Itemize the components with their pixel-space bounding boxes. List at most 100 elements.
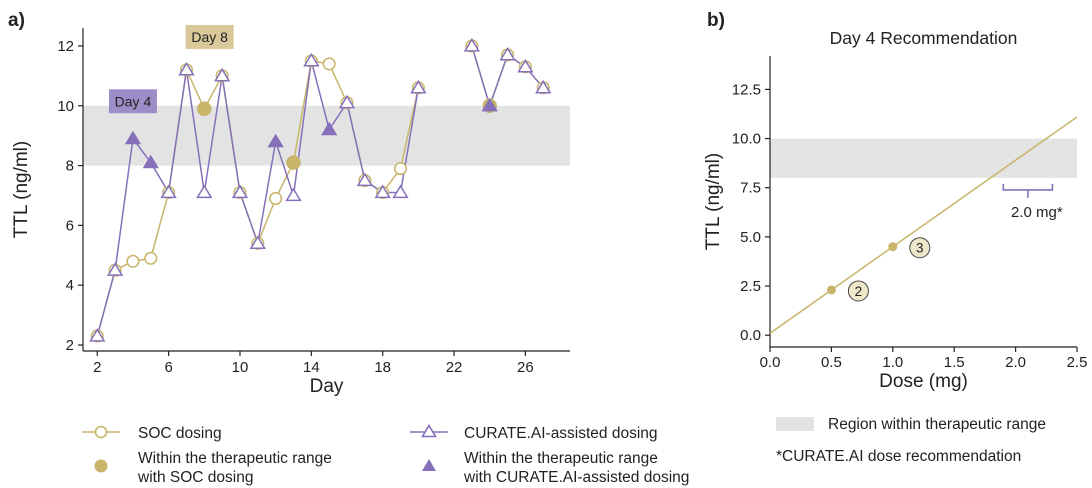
legend-region-label: Region within therapeutic range [828,416,1046,433]
panel-a-label: a) [8,10,25,31]
curate-point [499,46,516,61]
soc-point [286,155,301,170]
panel-b-point [826,285,836,295]
legend-region: Region within therapeutic range [776,416,1046,433]
legend-soc-filled-label-1: Within the therapeutic range [138,450,332,467]
panel-b-chart: Day 4 Recommendation 0.0 2.5 5.0 7.5 10.0 12.… [703,28,1087,392]
legend-curate-open-marker [421,423,437,438]
curate-point [106,262,124,276]
legend-footnote: *CURATE.AI dose recommendation [776,448,1021,465]
panel-b-recommendation-label: 2.0 mg* [1011,204,1063,221]
panel-b-recommendation-bracket [1002,183,1054,198]
annotation-label: Day 8 [191,29,228,45]
panel-a-y-tick-label: 8 [66,158,74,175]
panel-a-markers [89,37,552,343]
panel-a-y-tick-label: 10 [57,98,74,115]
panel-a-x-tick-label: 18 [374,359,391,376]
annotation-box [108,89,157,114]
curate-point [142,154,159,169]
legend-curate-open: CURATE.AI-assisted dosing [410,423,658,442]
legend-soc-open-label: SOC dosing [138,425,222,442]
recommendation-bracket [1002,183,1054,198]
panel-b-x-label: Dose (mg) [879,371,968,392]
panel-b-fit-line [769,116,1078,334]
panel-b-point-label: 2 [855,284,863,299]
panel-b-x-tick-label: 1.5 [944,354,965,371]
panel-b-x-ticks: 0.0 0.5 1.0 1.5 2.0 2.5 [760,347,1088,371]
panel-a-y-tick-label: 2 [66,337,74,354]
annotation-label: Day 4 [115,93,152,109]
curate-point [124,130,142,145]
panel-a-x-tick-label: 14 [303,359,320,376]
panel-b-y-tick-label: 5.0 [740,229,761,246]
legend-curate-filled: Within the therapeutic range with CURATE… [422,450,689,486]
curate-point [392,184,409,199]
panel-a-x-tick-label: 2 [93,359,101,376]
curate-point [196,184,213,199]
legend: SOC dosing Within the therapeutic range … [82,416,1046,486]
panel-b-label: b) [707,10,725,31]
curate-point [410,79,427,94]
panel-b-x-tick-label: 2.0 [1005,354,1026,371]
curate-point [338,94,356,109]
panel-b-x-tick-label: 0.0 [760,354,781,371]
curate-point [160,184,177,199]
legend-region-swatch [776,417,814,431]
curate-point [374,184,391,199]
panel-b-y-tick-label: 2.5 [740,278,761,295]
curate-point [249,235,266,249]
panel-b-y-tick-label: 12.5 [732,81,761,98]
curate-point [89,328,106,342]
curate-point [178,61,195,76]
panel-a-x-ticks: 2 6 10 14 18 22 26 [93,351,534,376]
soc-point [197,101,212,116]
panel-a-y-tick-label: 4 [66,277,74,294]
panel-a-x-label: Day [310,376,344,397]
soc-point [269,191,283,206]
panel-a-therapeutic-band [83,105,570,166]
panel-b-y-tick-label: 7.5 [740,180,761,197]
panel-b-x-tick-label: 1.0 [882,354,903,371]
soc-point [144,251,158,265]
curate-point [517,58,534,73]
panel-a-y-tick-label: 12 [57,38,74,55]
panel-a-annotations: Day 8 Day 4 [108,24,234,114]
curate-point [535,79,552,94]
legend-curate-filled-marker [422,459,436,471]
panel-b-point-badge [909,237,931,259]
soc-point [393,162,408,176]
soc-point [322,57,336,71]
panel-a-x-tick-label: 22 [446,359,463,376]
legend-curate-filled-label-2: with CURATE.AI-assisted dosing [463,469,689,486]
panel-b-therapeutic-band [770,138,1077,178]
panel-b-y-tick-label: 0.0 [740,327,761,344]
legend-soc-filled-label-2: with SOC dosing [137,469,253,486]
legend-curate-filled-label-1: Within the therapeutic range [464,450,658,467]
legend-soc-open: SOC dosing [82,425,222,442]
panel-a-x-tick-label: 10 [232,359,249,376]
panel-b-x-tick-label: 2.5 [1067,354,1088,371]
panel-b-points: 23 [826,237,931,302]
panel-b-y-label: TTL (ng/ml) [703,153,724,250]
panel-b-y-tick-label: 10.0 [732,131,761,148]
panel-a-y-ticks: 2 4 6 8 10 12 [57,38,83,354]
annotation-box [185,24,234,49]
panel-a-y-label: TTL (ng/ml) [11,141,32,238]
curate-point [463,37,481,52]
panel-b-x-tick-label: 0.5 [821,354,842,371]
legend-curate-open-label: CURATE.AI-assisted dosing [464,425,658,442]
panel-b-point-badge [847,280,869,302]
curate-point [267,133,284,148]
curate-point [481,97,498,112]
panel-b-point [888,242,898,252]
panel-b-y-ticks: 0.0 2.5 5.0 7.5 10.0 12.5 [732,81,770,344]
panel-a-y-tick-label: 6 [66,217,74,234]
curate-point [285,187,302,202]
soc-point [126,254,140,268]
panel-b-point-label: 3 [916,241,924,256]
legend-soc-filled-marker [94,459,108,473]
panel-b-title: Day 4 Recommendation [830,28,1018,48]
curate-point [231,184,249,199]
panel-a-x-tick-label: 26 [517,359,534,376]
